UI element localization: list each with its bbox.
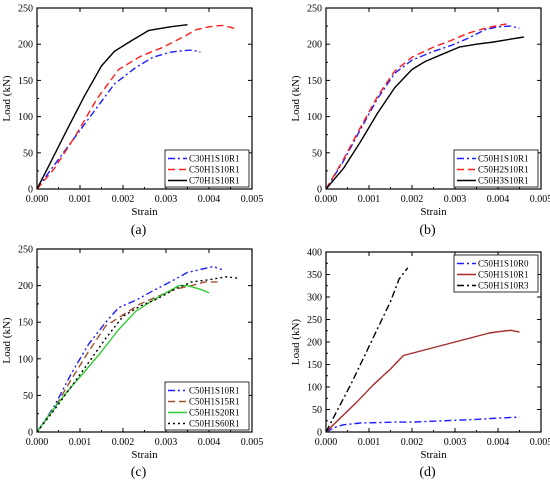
- x-axis-title: Strain: [420, 449, 447, 461]
- legend-label: C50H1S20R1: [189, 408, 240, 418]
- y-tick-label: 100: [307, 112, 322, 123]
- x-tick-label: 0.003: [444, 194, 467, 205]
- series-line-C50H1S60R1: [36, 276, 240, 433]
- series-line-C50H1S15R1: [36, 281, 218, 433]
- series-line-C50H3S10R1: [325, 36, 524, 190]
- y-tick-label: 150: [18, 318, 33, 329]
- y-axis-title: Load (kN): [1, 75, 13, 121]
- y-tick-label: 250: [18, 4, 33, 15]
- y-tick-label: 100: [18, 112, 33, 123]
- legend-label: C50H1S10R0: [478, 259, 529, 269]
- series-line-C70H1S10R1: [36, 24, 188, 190]
- y-tick-label: 200: [18, 40, 33, 51]
- x-tick-label: 0.003: [444, 437, 467, 448]
- y-tick-label: 50: [312, 405, 322, 416]
- y-tick-label: 250: [18, 245, 33, 256]
- y-tick-label: 400: [307, 248, 322, 259]
- x-tick-label: 0.005: [530, 437, 550, 448]
- x-tick-label: 0.002: [112, 194, 135, 205]
- x-tick-label: 0.005: [530, 194, 550, 205]
- y-tick-label: 150: [307, 76, 322, 87]
- x-tick-label: 0.001: [69, 194, 92, 205]
- chart-panel-d: 0.000 0.001 0.002 0.003 0.004 0.005 0 50 100 150 2…: [290, 248, 550, 481]
- x-tick-label: 0.001: [358, 437, 381, 448]
- chart-panel-a: 0.000 0.001 0.002 0.003 0.004 0.005 0 50 100 150 2…: [1, 4, 263, 239]
- legend-label: C30H1S10R1: [189, 154, 240, 164]
- x-tick-label: 0.000: [315, 194, 338, 205]
- x-tick-label: 0.004: [198, 194, 221, 205]
- y-tick-label: 0: [317, 428, 322, 439]
- x-tick-label: 0.004: [198, 437, 221, 448]
- x-tick-label: 0.001: [69, 437, 92, 448]
- legend-label: C50H1S10R1: [478, 154, 529, 164]
- chart-panel-b: 0.000 0.001 0.002 0.003 0.004 0.005 0 50 100 150 2…: [290, 4, 550, 239]
- series-line-C50H1S10R1: [325, 329, 520, 433]
- legend-label: C50H3S10R1: [478, 176, 529, 186]
- y-tick-label: 200: [307, 338, 322, 349]
- x-tick-label: 0.002: [112, 437, 135, 448]
- x-tick-label: 0.001: [358, 194, 381, 205]
- y-tick-label: 250: [307, 4, 322, 15]
- x-tick-label: 0.004: [487, 437, 510, 448]
- y-tick-label: 200: [18, 281, 33, 292]
- x-tick-label: 0.000: [26, 437, 49, 448]
- x-tick-label: 0.003: [155, 194, 178, 205]
- y-tick-label: 200: [307, 40, 322, 51]
- y-tick-label: 250: [307, 315, 322, 326]
- y-tick-label: 100: [307, 383, 322, 394]
- y-tick-label: 50: [23, 391, 33, 402]
- legend-label: C50H1S60R1: [189, 419, 240, 429]
- x-tick-label: 0.000: [315, 437, 338, 448]
- x-axis-title: Strain: [131, 449, 158, 461]
- x-tick-label: 0.003: [155, 437, 178, 448]
- y-tick-label: 100: [18, 354, 33, 365]
- legend-label: C70H1S10R1: [189, 176, 240, 186]
- legend-label: C50H2S10R1: [478, 165, 529, 175]
- x-axis-title: Strain: [420, 206, 447, 218]
- series-line-C30H1S10R1: [36, 49, 201, 190]
- series-line-C50H1S10R1: [36, 24, 235, 190]
- legend-label: C50H1S10R3: [478, 281, 529, 291]
- panel-label: (d): [419, 465, 436, 480]
- legend-label: C50H1S10R1: [189, 386, 240, 396]
- y-tick-label: 150: [307, 360, 322, 371]
- x-tick-label: 0.002: [401, 437, 424, 448]
- x-tick-label: 0.005: [241, 194, 264, 205]
- panel-label: (c): [131, 465, 147, 480]
- legend-label: C50H1S15R1: [189, 397, 240, 407]
- y-tick-label: 150: [18, 76, 33, 87]
- series-line-C50H1S10R3: [325, 267, 409, 433]
- x-tick-label: 0.000: [26, 194, 49, 205]
- series-line-C50H1S10R0: [325, 416, 520, 433]
- x-tick-label: 0.005: [241, 437, 264, 448]
- y-tick-label: 300: [307, 293, 322, 304]
- x-tick-label: 0.004: [487, 194, 510, 205]
- y-tick-label: 50: [312, 148, 322, 159]
- panel-label: (b): [419, 223, 436, 238]
- chart-panel-c: 0.000 0.001 0.002 0.003 0.004 0.005 0 50 100 150 2…: [1, 245, 263, 481]
- legend-label: C50H1S10R1: [189, 165, 240, 175]
- y-axis-title: Load (kN): [1, 317, 13, 363]
- y-tick-label: 350: [307, 270, 322, 281]
- y-tick-label: 0: [28, 428, 33, 439]
- y-tick-label: 0: [317, 185, 322, 196]
- y-axis-title: Load (kN): [290, 75, 302, 121]
- x-tick-label: 0.002: [401, 194, 424, 205]
- x-axis-title: Strain: [131, 206, 158, 218]
- y-tick-label: 0: [28, 185, 33, 196]
- legend-label: C50H1S10R1: [478, 270, 529, 280]
- y-axis-title: Load (kN): [290, 319, 302, 365]
- y-tick-label: 50: [23, 148, 33, 159]
- panel-label: (a): [131, 223, 147, 238]
- series-line-C50H2S10R1: [325, 23, 507, 190]
